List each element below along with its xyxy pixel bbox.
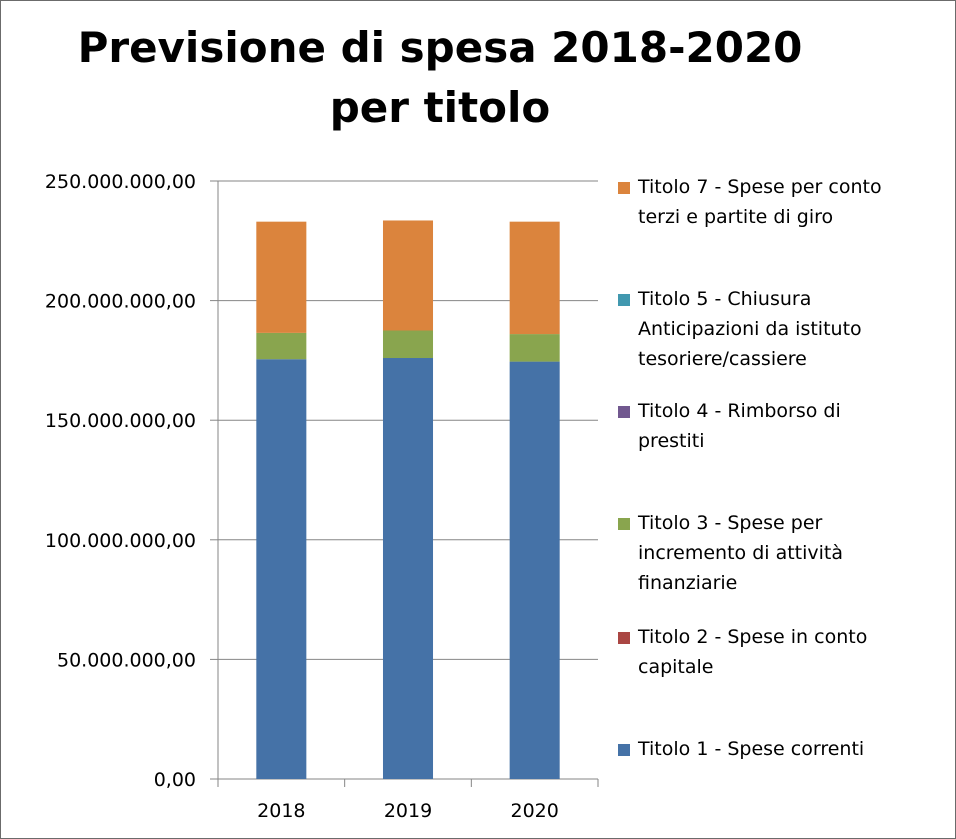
y-tick-label: 200.000.000,00 xyxy=(45,291,196,313)
bar-2019-series-1 xyxy=(382,358,434,779)
bar-2020-series-1 xyxy=(509,361,560,779)
x-tick-label: 2018 xyxy=(257,800,305,822)
bar-2019-series-3 xyxy=(382,330,434,359)
y-tick-label: 0,00 xyxy=(154,769,196,791)
legend-swatch-titolo-1 xyxy=(618,744,630,756)
legend-swatch-titolo-5 xyxy=(618,294,630,306)
legend-label-titolo-7: Titolo 7 - Spese per conto terzi e parti… xyxy=(638,176,882,228)
y-tick-label: 50.000.000,00 xyxy=(57,649,196,671)
legend-label-titolo-3: Titolo 3 - Spese per incremento di attiv… xyxy=(638,512,844,594)
legend-label-titolo-1: Titolo 1 - Spese correnti xyxy=(638,738,865,760)
x-tick-label: 2020 xyxy=(510,800,558,822)
bar-2018-series-1 xyxy=(256,359,307,779)
y-tick-label: 150.000.000,00 xyxy=(45,410,196,432)
legend-swatch-titolo-3 xyxy=(618,518,630,530)
legend-label-titolo-4: Titolo 4 - Rimborso di prestiti xyxy=(638,400,841,452)
y-tick-label: 250.000.000,00 xyxy=(45,171,196,193)
legend-swatch-titolo-4 xyxy=(618,406,630,418)
bar-2020-series-6 xyxy=(509,221,560,335)
legend-swatch-titolo-2 xyxy=(618,632,630,644)
bar-2018-series-6 xyxy=(256,221,307,333)
x-tick-label: 2019 xyxy=(384,800,432,822)
legend-label-titolo-5: Titolo 5 - Chiusura Anticipazioni da ist… xyxy=(638,288,862,370)
legend: Titolo 7 - Spese per conto terzi e parti… xyxy=(618,0,954,839)
bar-2018-series-3 xyxy=(256,332,307,360)
bar-2020-series-3 xyxy=(509,334,560,362)
legend-label-titolo-2: Titolo 2 - Spese in conto capitale xyxy=(638,626,868,678)
y-tick-label: 100.000.000,00 xyxy=(45,530,196,552)
bar-2019-series-6 xyxy=(382,220,434,331)
legend-swatch-titolo-7 xyxy=(618,182,630,194)
chart-title: Previsione di spesa 2018-2020 per titolo xyxy=(77,23,803,132)
